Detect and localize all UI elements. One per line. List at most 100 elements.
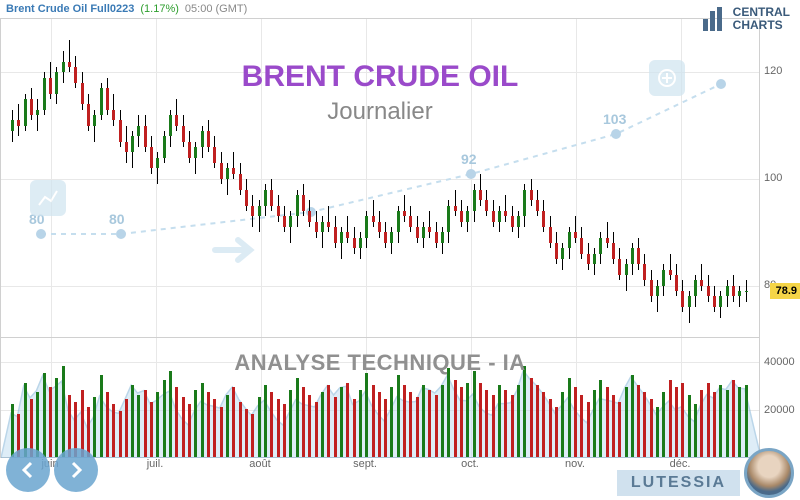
candle — [220, 163, 223, 179]
candle — [561, 248, 564, 259]
nav-next-button[interactable] — [54, 448, 98, 492]
volume-bar — [327, 385, 330, 457]
avatar-icon[interactable] — [744, 448, 794, 498]
watermark-icon — [30, 180, 66, 216]
volume-bar — [593, 390, 596, 457]
volume-bar — [24, 383, 27, 457]
volume-bar — [441, 385, 444, 457]
volume-bar — [460, 387, 463, 457]
candle — [719, 296, 722, 307]
candle — [125, 142, 128, 153]
volume-bar — [378, 392, 381, 457]
volume-bar — [447, 368, 450, 457]
volume-bar — [422, 385, 425, 457]
candle — [587, 254, 590, 265]
candle — [593, 254, 596, 265]
candle — [346, 232, 349, 237]
x-tick-label: sept. — [353, 458, 377, 470]
candle — [251, 206, 254, 217]
candle — [163, 136, 166, 157]
candle — [599, 238, 602, 254]
nav-prev-button[interactable] — [6, 448, 50, 492]
volume-bar — [194, 390, 197, 457]
volume-bar — [568, 378, 571, 457]
candle — [131, 136, 134, 152]
x-tick-label: nov. — [565, 458, 585, 470]
candle — [390, 232, 393, 243]
candle — [201, 131, 204, 147]
volume-bar — [258, 397, 261, 457]
ticker-name: Brent Crude Oil Full0223 — [6, 3, 134, 15]
x-tick-label: août — [249, 458, 270, 470]
volume-bar — [435, 395, 438, 457]
volume-bar — [612, 395, 615, 457]
volume-bar — [650, 399, 653, 457]
volume-bar — [713, 392, 716, 457]
candle — [207, 131, 210, 147]
candle — [612, 243, 615, 259]
candle — [542, 211, 545, 227]
volume-bar — [745, 385, 748, 457]
candle — [213, 147, 216, 163]
volume-bar — [150, 402, 153, 457]
candle — [580, 238, 583, 254]
candle — [738, 291, 741, 296]
volume-bar — [606, 387, 609, 457]
volume-bar — [308, 395, 311, 457]
volume-bar — [542, 392, 545, 457]
volume-bar — [131, 385, 134, 457]
volume-bar — [719, 385, 722, 457]
volume-bar — [112, 404, 115, 457]
y-tick-label: 40000 — [764, 356, 795, 368]
candle — [353, 238, 356, 249]
candle — [435, 232, 438, 243]
volume-bar — [384, 399, 387, 457]
candle — [650, 280, 653, 296]
svg-text:92: 92 — [461, 151, 477, 167]
candle — [182, 126, 185, 142]
candle — [258, 206, 261, 217]
candle — [732, 286, 735, 297]
volume-bar — [169, 371, 172, 457]
candle — [340, 232, 343, 243]
volume-bar — [100, 375, 103, 457]
candle — [321, 222, 324, 233]
volume-bar — [390, 387, 393, 457]
candle — [308, 211, 311, 222]
candle — [504, 211, 507, 216]
volume-bar — [473, 371, 476, 457]
volume-bar — [245, 409, 248, 457]
volume-bar — [549, 399, 552, 457]
volume-bar — [466, 383, 469, 457]
volume-bar — [561, 392, 564, 457]
volume-bar — [239, 402, 242, 457]
volume-bar — [213, 399, 216, 457]
volume-bar — [694, 404, 697, 457]
volume-bar — [188, 404, 191, 457]
volume-bar — [11, 404, 14, 457]
volume-bar — [618, 402, 621, 457]
candle — [302, 195, 305, 211]
volume-bar — [485, 390, 488, 457]
candle — [403, 211, 406, 216]
volume-bar — [251, 414, 254, 457]
candle — [296, 195, 299, 216]
volume-bar — [409, 392, 412, 457]
chart-container: Brent Crude Oil Full0223 (1.17%) 05:00 (… — [0, 0, 800, 500]
volume-bar — [580, 395, 583, 457]
volume-bar — [43, 373, 46, 457]
volume-bar — [732, 380, 735, 457]
logo-text-bottom: CHARTS — [733, 19, 790, 32]
candle — [675, 275, 678, 291]
candle — [277, 206, 280, 217]
volume-bar — [504, 390, 507, 457]
volume-bar — [93, 397, 96, 457]
candle — [365, 216, 368, 237]
logo-icon — [703, 7, 727, 31]
volume-bar — [207, 392, 210, 457]
volume-bar — [283, 404, 286, 457]
candle — [625, 264, 628, 275]
volume-title: ANALYSE TECHNIQUE - IA — [0, 350, 760, 376]
volume-bar — [479, 383, 482, 457]
volume-bar — [353, 399, 356, 457]
